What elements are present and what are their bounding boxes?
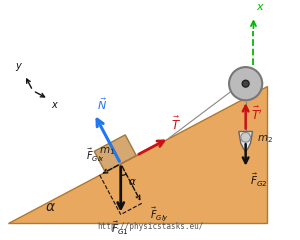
Text: $\alpha$: $\alpha$ bbox=[45, 200, 56, 214]
Text: $\vec{F}_{G1}$: $\vec{F}_{G1}$ bbox=[111, 219, 129, 237]
Text: $m_2$: $m_2$ bbox=[257, 133, 273, 145]
Circle shape bbox=[229, 67, 262, 100]
Text: http://physicstasks.eu/: http://physicstasks.eu/ bbox=[97, 222, 203, 231]
Circle shape bbox=[242, 80, 249, 87]
Text: $m_1$: $m_1$ bbox=[99, 146, 116, 157]
Text: $\vec{F}_{Glx}$: $\vec{F}_{Glx}$ bbox=[86, 147, 105, 164]
Text: $x$: $x$ bbox=[51, 100, 59, 110]
Text: $\vec{N}$: $\vec{N}$ bbox=[97, 96, 107, 112]
Text: $\vec{T}'$: $\vec{T}'$ bbox=[250, 106, 262, 123]
Polygon shape bbox=[239, 132, 253, 151]
Polygon shape bbox=[8, 86, 267, 223]
Polygon shape bbox=[94, 135, 136, 172]
Text: $\vec{T}$: $\vec{T}$ bbox=[171, 116, 181, 133]
Text: $\alpha$: $\alpha$ bbox=[128, 177, 136, 187]
Text: $\vec{F}_{G2}$: $\vec{F}_{G2}$ bbox=[250, 172, 267, 189]
Circle shape bbox=[241, 132, 250, 142]
Text: $\vec{F}_{Gly}$: $\vec{F}_{Gly}$ bbox=[150, 205, 169, 223]
Text: $x$: $x$ bbox=[256, 2, 265, 12]
Text: $y$: $y$ bbox=[15, 61, 23, 73]
